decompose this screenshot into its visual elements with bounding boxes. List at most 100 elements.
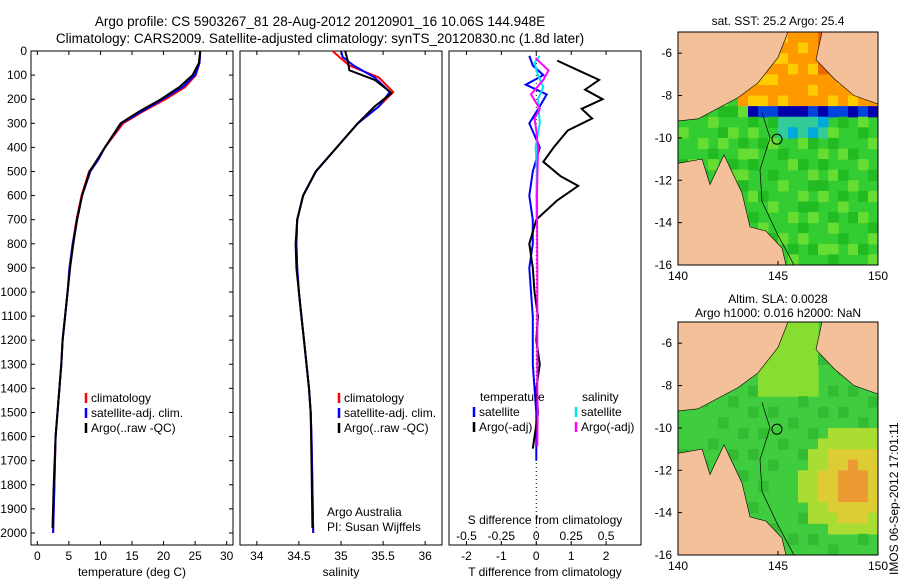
map_sst-ytick-label: -14 bbox=[655, 216, 673, 230]
map_sla-land-capeyork bbox=[678, 444, 787, 555]
map_sla-xtick-label: 140 bbox=[668, 559, 688, 573]
temperature-xlabel: temperature (deg C) bbox=[78, 565, 186, 579]
map_sla-land-papua bbox=[815, 322, 878, 395]
map_sst-xtick-label: 145 bbox=[768, 269, 788, 283]
temperature-xtick-label: 25 bbox=[188, 549, 202, 563]
temperature-ytick-label: 800 bbox=[7, 237, 27, 251]
map_sst-land-papua bbox=[815, 32, 878, 105]
map_sst-land-capeyork bbox=[678, 154, 787, 265]
differences-stick-label: 0 bbox=[533, 529, 540, 543]
map_sla-ytick-label: -8 bbox=[661, 379, 672, 393]
temperature-ytick-label: 1400 bbox=[0, 381, 27, 395]
differences-xtick-label: 0 bbox=[533, 549, 540, 563]
map_sla-ytick-label: -16 bbox=[655, 548, 673, 562]
differences-stick-label: -0.25 bbox=[488, 529, 516, 543]
map_sst-xtick-label: 150 bbox=[868, 269, 888, 283]
temperature-ytick-label: 2000 bbox=[0, 526, 27, 540]
temperature-xtick-label: 15 bbox=[125, 549, 139, 563]
temperature-ytick-label: 1100 bbox=[1, 309, 27, 323]
map_sla-title: Altim. SLA: 0.0028 bbox=[728, 292, 828, 306]
temperature-ytick-label: 1000 bbox=[0, 285, 27, 299]
temperature-ytick-label: 600 bbox=[7, 189, 27, 203]
differences-xtick-label: -1 bbox=[496, 549, 507, 563]
map_sla-ytick-label: -12 bbox=[655, 463, 673, 477]
salinity-xtick-label: 36 bbox=[418, 549, 432, 563]
temperature-ytick-label: 400 bbox=[7, 140, 27, 154]
differences-xlabel: T difference from climatology bbox=[468, 565, 622, 579]
temperature-ytick-label: 300 bbox=[7, 116, 27, 130]
map_sla-ytick-label: -6 bbox=[661, 336, 672, 350]
map_sla-ytick-label: -14 bbox=[655, 506, 673, 520]
differences-xlabel-top: S difference from climatology bbox=[468, 513, 623, 527]
temperature-xtick-label: 5 bbox=[66, 549, 73, 563]
differences-stick-label: 0.5 bbox=[598, 529, 615, 543]
map_sla-argo-marker bbox=[771, 423, 783, 435]
salinity-annotation-line1: Argo Australia bbox=[327, 505, 402, 519]
salinity-legend-label: Argo(..raw -QC) bbox=[344, 421, 429, 435]
temperature-ytick-label: 0 bbox=[20, 44, 27, 58]
differences-stick-label: 0.25 bbox=[560, 529, 584, 543]
map_sst-ytick-label: -12 bbox=[655, 173, 673, 187]
differences-series-0 bbox=[523, 55, 549, 461]
temperature-ytick-label: 1600 bbox=[0, 430, 27, 444]
temperature-xtick-label: 10 bbox=[94, 549, 108, 563]
map_sst-title: sat. SST: 25.2 Argo: 25.4 bbox=[712, 14, 845, 28]
map_sla-land-newguinea bbox=[678, 322, 789, 412]
salinity-legend-label: satellite-adj. clim. bbox=[344, 406, 436, 420]
map_sst-argo-marker bbox=[771, 133, 783, 145]
differences-legend-label: Argo(-adj) bbox=[479, 420, 532, 434]
differences-stick-label: -0.5 bbox=[456, 529, 477, 543]
salinity-xlabel: salinity bbox=[323, 565, 360, 579]
differences-axes-frame bbox=[448, 50, 642, 546]
map_sst-ytick-label: -10 bbox=[655, 131, 673, 145]
differences-xtick-label: 2 bbox=[603, 549, 610, 563]
map_sla-subtitle: Argo h1000: 0.016 h2000: NaN bbox=[695, 306, 861, 320]
salinity-xtick-label: 34.5 bbox=[287, 549, 311, 563]
temperature-axes-frame bbox=[30, 50, 234, 546]
differences-series-3 bbox=[529, 57, 550, 447]
temperature-xtick-label: 30 bbox=[220, 549, 234, 563]
temperature-ytick-label: 900 bbox=[7, 261, 27, 275]
temperature-legend-label: climatology bbox=[91, 391, 151, 405]
map_sla-xtick-label: 150 bbox=[868, 559, 888, 573]
salinity-axes-frame bbox=[239, 50, 443, 546]
map_sla-xtick-label: 145 bbox=[768, 559, 788, 573]
map_sst-xtick-label: 140 bbox=[668, 269, 688, 283]
date-stamp: IMOS 06-Sep-2012 17:01:11 bbox=[887, 422, 900, 575]
differences-legend-label: Argo(-adj) bbox=[581, 420, 634, 434]
temperature-ytick-label: 700 bbox=[7, 213, 27, 227]
temperature-xtick-label: 20 bbox=[157, 549, 171, 563]
map_sst-ytick-label: -8 bbox=[661, 89, 672, 103]
differences-legend-label: satellite bbox=[479, 405, 520, 419]
salinity-xtick-label: 34 bbox=[250, 549, 264, 563]
temperature-ytick-label: 1300 bbox=[0, 357, 27, 371]
map_sla-map bbox=[677, 321, 879, 556]
salinity-annotation-line2: PI: Susan Wijffels bbox=[327, 520, 421, 534]
temperature-legend-label: Argo(..raw -QC) bbox=[91, 421, 176, 435]
map_sst-ytick-label: -16 bbox=[655, 258, 673, 272]
temperature-ytick-label: 1800 bbox=[0, 478, 27, 492]
temperature-ytick-label: 1700 bbox=[0, 454, 27, 468]
figure-title-line2: Climatology: CARS2009. Satellite-adjuste… bbox=[55, 31, 585, 46]
salinity-series-2 bbox=[294, 50, 394, 529]
map_sla-contour bbox=[759, 402, 795, 555]
map_sla-ytick-label: -10 bbox=[655, 421, 673, 435]
temperature-ytick-label: 500 bbox=[7, 164, 27, 178]
map_sst-contour bbox=[759, 112, 795, 265]
map_sst-ytick-label: -6 bbox=[661, 46, 672, 60]
temperature-ytick-label: 1900 bbox=[0, 502, 27, 516]
temperature-ytick-label: 1500 bbox=[0, 405, 27, 419]
temperature-legend-label: satellite-adj. clim. bbox=[91, 406, 183, 420]
differences-legend-left-title: temperature bbox=[480, 390, 545, 404]
salinity-xtick-label: 35 bbox=[334, 549, 348, 563]
differences-xtick-label: 1 bbox=[568, 549, 575, 563]
salinity-legend-label: climatology bbox=[344, 391, 404, 405]
salinity-xtick-label: 35.5 bbox=[371, 549, 395, 563]
figure-title-line1: Argo profile: CS 5903267_81 28-Aug-2012 … bbox=[94, 14, 546, 29]
differences-legend-right-title: salinity bbox=[582, 390, 619, 404]
temperature-series-2 bbox=[51, 50, 202, 529]
differences-xtick-label: -2 bbox=[461, 549, 472, 563]
temperature-ytick-label: 100 bbox=[7, 68, 27, 82]
temperature-xtick-label: 0 bbox=[34, 549, 41, 563]
